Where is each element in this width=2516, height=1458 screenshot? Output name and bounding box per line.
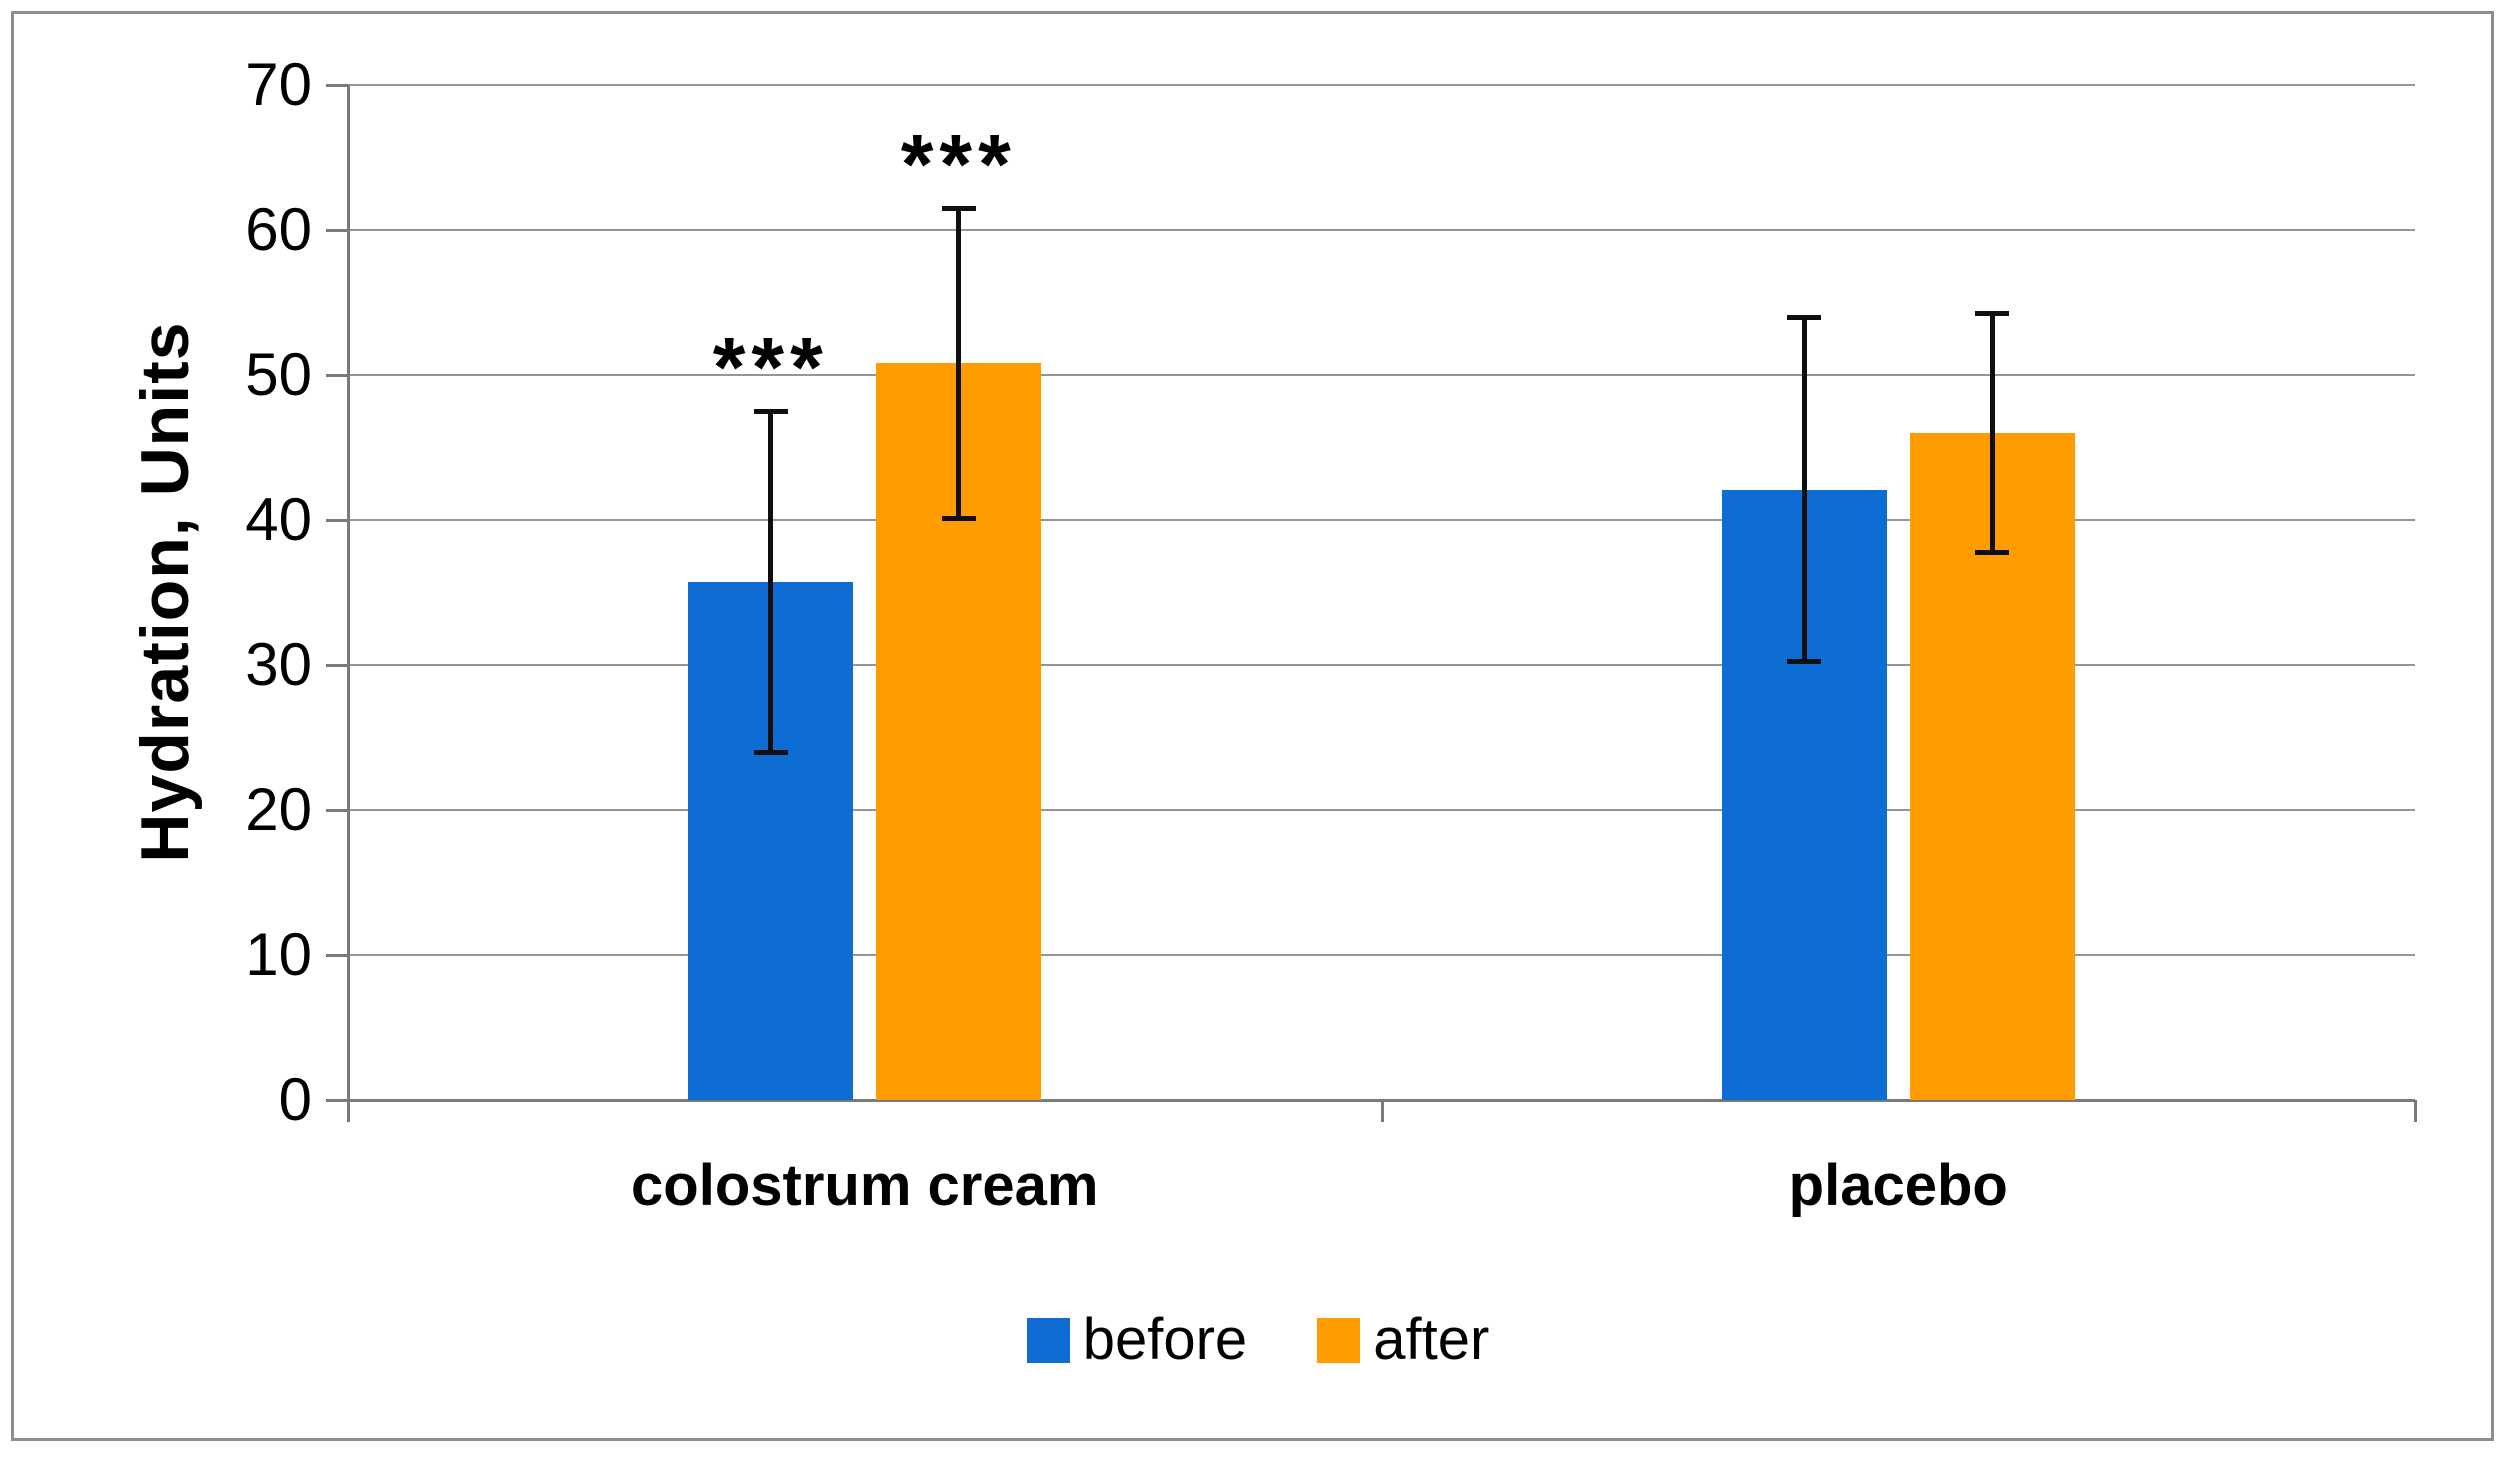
gridline: [348, 229, 2415, 231]
x-axis-tick: [1380, 1100, 1384, 1122]
y-axis-tick: [326, 519, 348, 522]
y-axis-tick: [326, 1099, 348, 1102]
error-bar-bottom-cap: [941, 515, 976, 521]
y-tick-label: 20: [245, 776, 312, 843]
error-bar: [768, 411, 774, 754]
y-tick-label: 70: [245, 51, 312, 118]
chart-border: [11, 11, 2494, 1441]
y-axis-tick: [326, 84, 348, 87]
y-axis-tick: [326, 374, 348, 377]
error-bar-bottom-cap: [753, 750, 788, 756]
error-bar: [956, 208, 962, 519]
x-category-label: placebo: [1788, 1153, 2008, 1218]
y-axis-tick: [326, 229, 348, 232]
gridline: [348, 84, 2415, 86]
legend: before after: [0, 1308, 2516, 1372]
y-axis-tick: [326, 809, 348, 812]
legend-label: before: [1082, 1307, 1248, 1372]
legend-label: after: [1373, 1307, 1490, 1372]
error-bar-top-cap: [941, 206, 976, 212]
y-axis-line: [347, 85, 350, 1122]
y-tick-label: 30: [245, 631, 312, 698]
legend-swatch-after: [1317, 1317, 1361, 1363]
gridline: [348, 809, 2415, 811]
y-axis-tick: [326, 954, 348, 957]
gridline: [348, 954, 2415, 956]
y-axis-tick: [326, 664, 348, 667]
error-bar: [1801, 317, 1807, 663]
error-bar: [1989, 312, 1995, 554]
error-bar-top-cap: [753, 409, 788, 415]
x-axis-tick: [2414, 1100, 2417, 1122]
gridline: [348, 374, 2415, 376]
error-bar-bottom-cap: [1787, 659, 1822, 665]
x-category-label: colostrum cream: [631, 1153, 1099, 1218]
error-bar-top-cap: [1787, 315, 1822, 320]
significance-marker: ***: [712, 320, 829, 415]
legend-item-before: before: [1026, 1307, 1248, 1372]
error-bar-bottom-cap: [1975, 550, 2010, 556]
significance-marker: ***: [900, 117, 1017, 212]
legend-item-after: after: [1317, 1308, 1489, 1372]
gridline: [348, 519, 2415, 521]
y-tick-label: 40: [245, 486, 312, 553]
gridline: [348, 664, 2415, 666]
y-tick-label: 10: [245, 921, 312, 988]
legend-swatch-before: [1026, 1317, 1070, 1363]
y-tick-label: 60: [245, 196, 312, 263]
y-tick-label: 0: [278, 1066, 312, 1133]
error-bar-top-cap: [1975, 310, 2010, 316]
y-tick-label: 50: [245, 341, 312, 408]
